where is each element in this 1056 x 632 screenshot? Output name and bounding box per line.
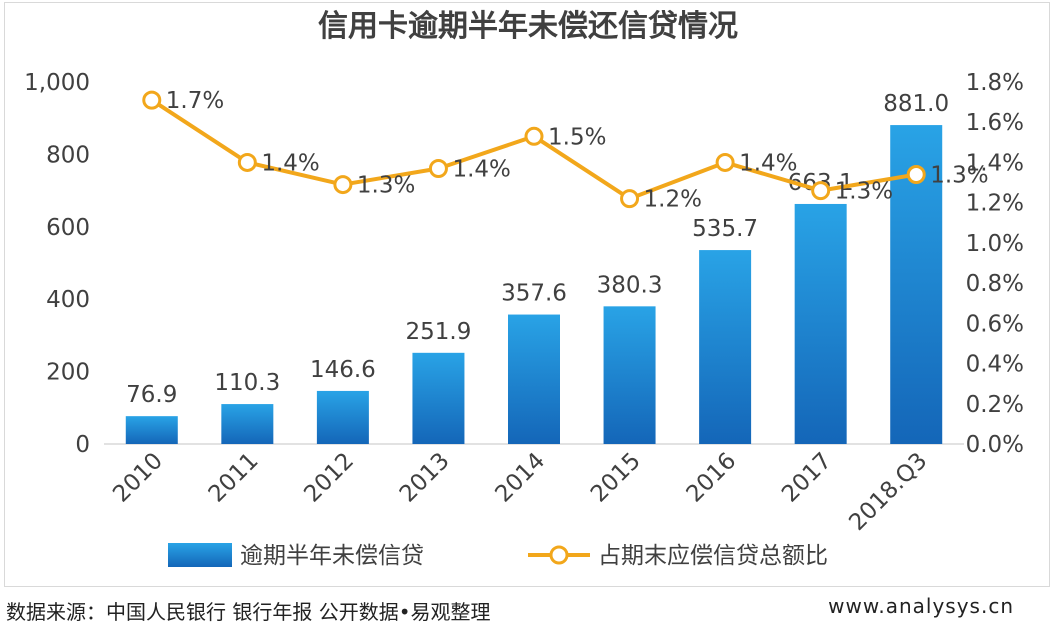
left-axis-tick-label: 600 xyxy=(46,215,90,241)
bar xyxy=(508,314,560,444)
x-axis-tick-label: 2010 xyxy=(108,448,168,508)
x-axis-ticks: 2010 2011 2012 2013 2014 2015 2016 2017 2018.Q3 xyxy=(108,448,932,536)
x-axis-tick-label: 2016 xyxy=(682,448,742,508)
legend-line-marker xyxy=(549,545,569,565)
line-point xyxy=(333,175,353,195)
left-axis-tick-label: 400 xyxy=(46,287,90,313)
right-axis-tick-label: 0.4% xyxy=(966,352,1024,378)
bar-value-label: 881.0 xyxy=(883,91,949,117)
bar xyxy=(603,306,656,444)
line-value-label: 1.2% xyxy=(644,187,702,213)
line-value-label: 1.3% xyxy=(835,179,893,205)
right-axis-tick-label: 0.6% xyxy=(966,311,1024,337)
line-point xyxy=(715,152,735,172)
x-axis-tick-label: 2018.Q3 xyxy=(844,448,932,536)
bar-value-label: 380.3 xyxy=(597,272,663,298)
ratio-line xyxy=(150,98,917,201)
right-axis-tick-label: 1.0% xyxy=(966,231,1024,257)
x-axis-tick-label: 2015 xyxy=(586,448,646,508)
right-axis-tick-label: 1.6% xyxy=(966,110,1024,136)
right-axis-ticks: 0.0% 0.2% 0.4% 0.6% 0.8% 1.0% 1.2% 1.4% 1.6% 1.8% xyxy=(966,70,1024,458)
legend-bar-label: 逾期半年未偿信贷 xyxy=(240,543,424,569)
line-point xyxy=(906,165,926,185)
right-axis-tick-label: 1.4% xyxy=(966,150,1024,176)
x-axis-tick-label: 2013 xyxy=(395,448,455,508)
chart-title: 信用卡逾期半年未偿还信贷情况 xyxy=(318,9,738,44)
left-axis-tick-label: 800 xyxy=(46,142,90,168)
line-series: 1.7% 1.4% 1.3% 1.4% 1.5% 1.2% 1.4% 1.3% 1.3% xyxy=(142,88,989,213)
bar-value-label: 535.7 xyxy=(692,216,758,242)
left-axis-tick-label: 0 xyxy=(75,432,90,458)
source-note: 数据来源：中国人民银行 银行年报 公开数据•易观整理 xyxy=(6,600,491,624)
line-point xyxy=(811,181,831,201)
right-axis-tick-label: 1.2% xyxy=(966,191,1024,217)
chart-frame xyxy=(4,2,1050,587)
bar xyxy=(316,390,369,444)
bar xyxy=(699,250,752,444)
bar-value-label: 357.6 xyxy=(501,281,567,307)
line-value-label: 1.7% xyxy=(166,88,224,114)
line-point xyxy=(620,189,640,209)
line-point xyxy=(524,126,544,146)
x-axis-tick-label: 2014 xyxy=(490,448,550,508)
bar-value-label: 76.9 xyxy=(126,382,177,408)
line-point xyxy=(428,158,448,178)
line-value-label: 1.3% xyxy=(930,163,988,189)
x-axis-tick-label: 2012 xyxy=(299,448,359,508)
right-axis-tick-label: 1.8% xyxy=(966,70,1024,96)
line-value-label: 1.5% xyxy=(548,124,606,150)
left-axis-tick-label: 200 xyxy=(46,360,90,386)
bar xyxy=(794,203,847,444)
bar-value-label: 251.9 xyxy=(406,319,472,345)
line-value-label: 1.3% xyxy=(357,173,415,199)
x-axis-tick-label: 2011 xyxy=(204,448,264,508)
line-point xyxy=(142,90,162,110)
bar xyxy=(125,416,178,444)
legend-bar-swatch xyxy=(168,543,232,567)
legend-line-label: 占期末应偿信贷总额比 xyxy=(598,543,828,569)
bar-value-label: 146.6 xyxy=(310,357,376,383)
right-axis-tick-label: 0.8% xyxy=(966,271,1024,297)
line-value-label: 1.4% xyxy=(452,156,510,182)
line-value-label: 1.4% xyxy=(739,150,797,176)
bar xyxy=(412,352,465,444)
bar-data-labels: 76.9110.3146.6251.9357.6380.3535.7663.18… xyxy=(126,91,949,408)
legend: 逾期半年未偿信贷 占期末应偿信贷总额比 xyxy=(168,543,828,569)
left-axis-ticks: 0 200 400 600 800 1,000 xyxy=(24,70,90,458)
bar-value-label: 110.3 xyxy=(214,370,280,396)
right-axis-tick-label: 0.2% xyxy=(966,392,1024,418)
bar xyxy=(221,404,274,444)
left-axis-tick-label: 1,000 xyxy=(24,70,90,96)
line-point xyxy=(237,152,257,172)
right-axis-tick-label: 0.0% xyxy=(966,432,1024,458)
website-link[interactable]: www.analysys.cn xyxy=(828,594,1014,618)
x-axis-tick-label: 2017 xyxy=(777,448,837,508)
line-value-label: 1.4% xyxy=(261,150,319,176)
